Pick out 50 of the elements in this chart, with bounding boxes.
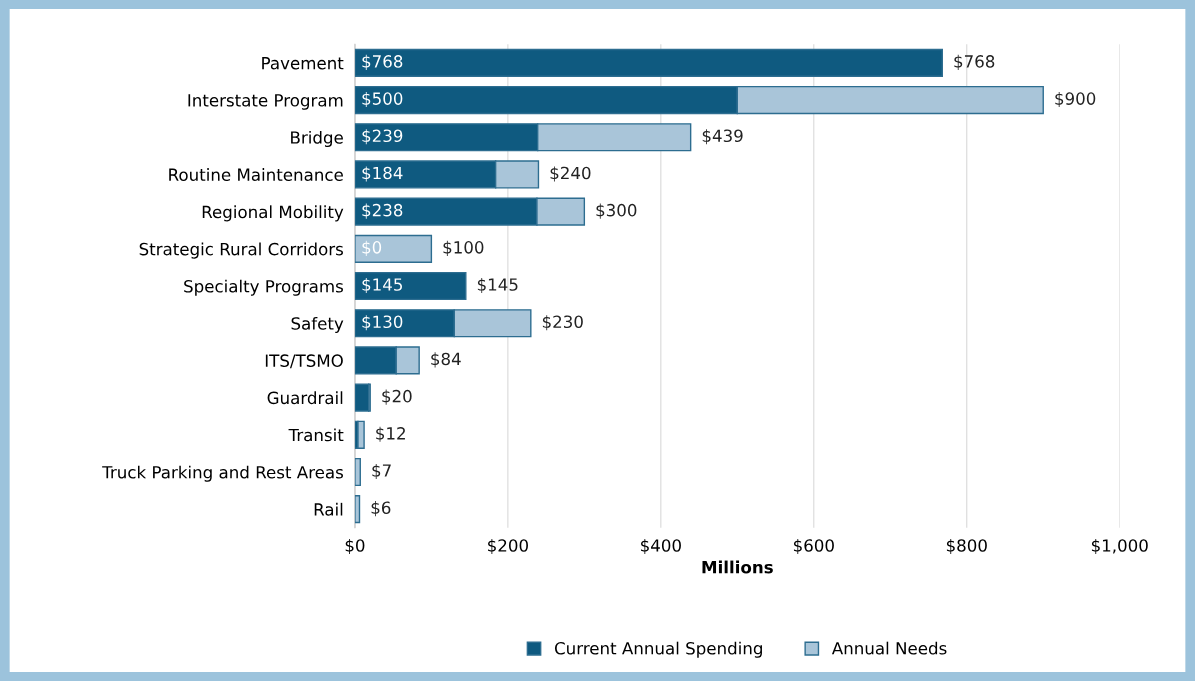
data-label: $500 — [362, 91, 403, 108]
bar — [354, 48, 943, 77]
x-tick-label: $0 — [345, 538, 365, 554]
y-tick-label: Regional Mobility — [202, 205, 344, 222]
bar — [354, 234, 433, 263]
total-label: $20 — [382, 389, 412, 405]
total-label: $768 — [954, 54, 995, 70]
y-tick-label: Specialty Programs — [184, 279, 343, 296]
bar — [354, 457, 361, 487]
y-tick-label: Strategic Rural Corridors — [139, 242, 343, 259]
bar — [357, 420, 365, 449]
data-label: $184 — [362, 166, 403, 182]
x-axis-title: Millions — [702, 560, 773, 574]
y-tick-label: ITS/TSMO — [265, 354, 343, 369]
total-label: $145 — [477, 277, 518, 294]
x-tick-label: $400 — [641, 538, 681, 554]
bar — [354, 495, 361, 524]
data-label: $0 — [362, 240, 382, 256]
y-tick-label: Transit — [288, 428, 344, 442]
y-tick-label: Routine Maintenance — [169, 168, 343, 182]
data-label: $768 — [362, 54, 403, 70]
data-label: $238 — [362, 203, 403, 219]
data-label: $239 — [362, 129, 403, 145]
x-tick-label: $200 — [488, 538, 528, 554]
total-label: $230 — [542, 315, 583, 331]
y-tick-label: Bridge — [291, 130, 343, 148]
y-tick-label: Guardrail — [267, 391, 343, 405]
data-label: $145 — [362, 277, 402, 294]
y-tick-label: Safety — [291, 316, 344, 334]
total-label: $439 — [702, 129, 743, 145]
y-tick-label: Truck Parking and Rest Areas — [102, 465, 343, 482]
total-label: $240 — [550, 166, 591, 182]
y-tick-label: Pavement — [262, 57, 344, 70]
total-label: $300 — [596, 203, 637, 219]
bar — [354, 383, 370, 412]
y-tick-label: Rail — [314, 502, 343, 516]
x-tick-label: $1,000 — [1091, 538, 1148, 554]
x-tick-label: $800 — [946, 538, 987, 554]
y-tick-label: Interstate Program — [188, 94, 343, 110]
bar — [354, 271, 467, 301]
total-label: $100 — [443, 240, 484, 256]
legend-label: Current Annual Spending — [554, 641, 762, 658]
legend-label: Annual Needs — [831, 641, 947, 655]
x-tick-label: $600 — [793, 538, 834, 554]
total-label: $12 — [376, 426, 405, 442]
total-label: $7 — [372, 463, 391, 480]
total-label: $6 — [371, 501, 391, 517]
data-label: $130 — [362, 315, 403, 331]
total-label: $84 — [431, 352, 461, 368]
total-label: $900 — [1055, 91, 1096, 108]
